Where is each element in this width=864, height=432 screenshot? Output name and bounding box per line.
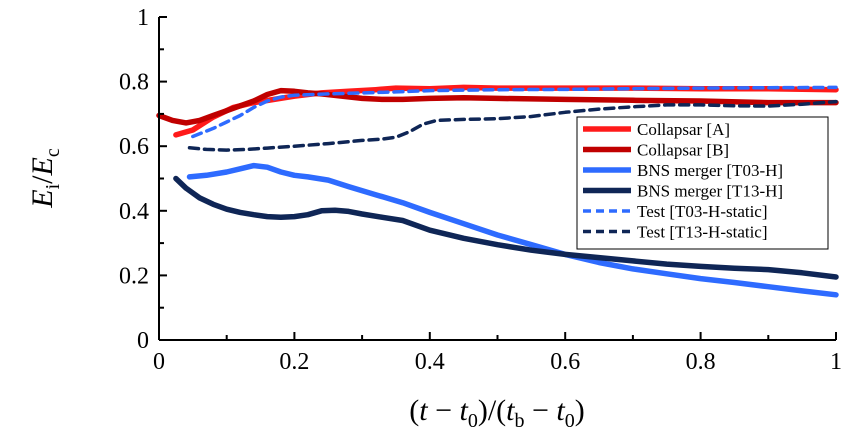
legend-box (576, 116, 829, 250)
series-line-5 (187, 99, 838, 152)
y-tick-label: 0.4 (119, 199, 149, 225)
axes-layer: 0 0.2 0.4 0.6 0.8 1 0 0.2 0.4 0.6 0.8 1 (119, 5, 842, 375)
x-tick-label: 0.2 (279, 349, 309, 375)
legend-label-2: BNS merger [T03-H] (637, 161, 783, 180)
x-axis-title: (t − t0)/(tb − t0) (409, 394, 585, 432)
y-tick-label: 0.8 (119, 70, 149, 96)
y-tick-label: 0 (137, 328, 149, 354)
legend-label-3: BNS merger [T13-H] (637, 182, 783, 201)
series-line-3 (173, 175, 839, 280)
y-tick-label: 0.2 (119, 263, 149, 289)
series-line-4 (191, 85, 838, 139)
x-tick-label: 0 (153, 349, 165, 375)
x-tick-label: 0.4 (415, 349, 445, 375)
y-tick-label: 1 (137, 5, 149, 31)
legend-label-4: Test [T03-H-static] (637, 202, 768, 221)
legend-label-0: Collapsar [A] (637, 120, 730, 139)
x-tick-label: 1 (830, 349, 842, 375)
legend-label-1: Collapsar [B] (637, 141, 729, 160)
legend: Collapsar [A] Collapsar [B]BNS merger [T0… (576, 116, 829, 250)
legend-label-5: Test [T13-H-static] (637, 223, 768, 242)
x-tick-label: 0.8 (686, 349, 716, 375)
series-layer (156, 84, 839, 298)
y-axis-title: Ei/Ec (26, 148, 64, 209)
x-tick-label: 0.6 (550, 349, 580, 375)
series-line-2 (186, 162, 839, 298)
y-tick-label: 0.6 (119, 134, 149, 160)
